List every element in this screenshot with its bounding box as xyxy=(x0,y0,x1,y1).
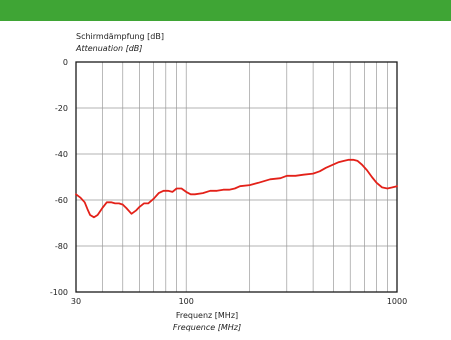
x-axis-label-english: Frequence [MHz] xyxy=(173,323,241,332)
x-tick-label: 100 xyxy=(179,297,194,306)
x-tick-label: 1000 xyxy=(387,297,407,306)
y-tick-labels: 0 -20 -40 -60 -80 -100 xyxy=(50,58,68,297)
x-gridlines xyxy=(75,62,398,292)
y-axis-label: Schirmdämpfung [dB] xyxy=(76,32,164,41)
y-axis-label-english: Attenuation [dB] xyxy=(75,44,142,53)
y-tick-label: -40 xyxy=(55,150,68,159)
x-tick-label: 30 xyxy=(71,297,81,306)
x-axis-label: Frequenz [MHz] xyxy=(176,311,238,320)
y-tick-label: -80 xyxy=(55,242,68,251)
y-tick-label: 0 xyxy=(63,58,68,67)
attenuation-curve xyxy=(75,158,398,219)
header-banner xyxy=(0,0,451,21)
plot-frame xyxy=(75,61,398,293)
y-gridlines xyxy=(76,61,397,293)
y-tick-label: -20 xyxy=(55,104,68,113)
y-tick-label: -60 xyxy=(55,196,68,205)
x-tick-labels: 30 100 1000 xyxy=(71,297,407,306)
y-tick-label: -100 xyxy=(50,288,68,297)
